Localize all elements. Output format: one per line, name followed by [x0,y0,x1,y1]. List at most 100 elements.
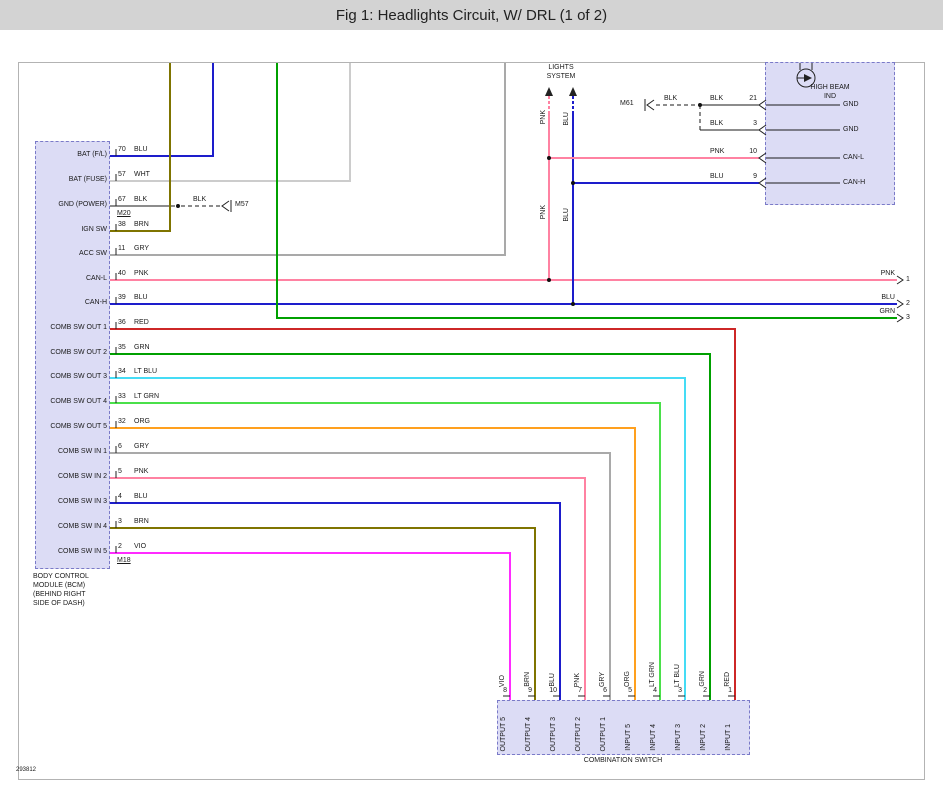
wire-comb-sw-in3-blu [110,502,561,700]
bcm-pin-name: BAT (F/L) [77,151,107,158]
right-edge-connector-icon [896,275,904,285]
bcm-pin-name: COMB SW IN 5 [57,548,107,555]
wire-bat-fuse-wht [110,63,351,182]
comb-switch-pin-name: OUTPUT 1 [600,716,607,752]
comb-switch-wire-color-label: RED [724,672,731,687]
high-beam-wire-color-label: BLK [710,95,724,102]
comb-switch-wire-color-label: ORG [624,671,631,687]
junction-dot [547,156,551,160]
bcm-wire-color-label: GRN [134,344,150,351]
high-beam-pin-connector-icon [758,124,767,136]
bcm-pin-number: 4 [118,493,122,500]
comb-switch-wire-color-label: BLU [549,673,556,687]
bcm-pin-number: 11 [118,245,126,252]
high-beam-wire-color-label: BLK [710,120,724,127]
comb-switch-pin-number: 2 [703,687,707,694]
wire-comb-sw-out2-grn [110,353,711,700]
bcm-pin-name: IGN SW [81,226,107,233]
high-beam-wire-color-label: PNK [710,148,725,155]
bcm-wire-color-label: BRN [134,518,149,525]
bcm-pin-name: COMB SW IN 1 [57,448,107,455]
diagram-canvas-border [18,62,925,780]
bcm-pin-number: 36 [118,319,126,326]
lights-pnk-wire-label: PNK [540,205,547,220]
bcm-pin-number: 57 [118,171,126,178]
bcm-pin-number: 39 [118,294,126,301]
bcm-module-box [35,141,110,569]
bcm-pin-name: COMB SW IN 2 [57,473,107,480]
wire-bat-fl-blu [110,63,214,157]
wire-grn-right-edge [276,63,897,319]
bcm-wire-color-label: PNK [134,468,149,475]
bcm-pin-number: 2 [118,543,122,550]
comb-switch-pin-name: INPUT 2 [700,724,707,751]
bcm-pin-number: 70 [118,146,126,153]
high-beam-title: IND [823,93,837,100]
m57-connector-label: M57 [235,201,249,208]
wire-comb-sw-out3-ltblu [110,377,686,700]
lights-system-label: LIGHTS [548,64,574,71]
bcm-wire-color-label: BLK [134,196,148,203]
high-beam-pin-number: 9 [753,173,757,180]
high-beam-pin-number: 10 [749,148,757,155]
lights-blu-wire-label: BLU [563,112,570,126]
comb-switch-pin-name: INPUT 5 [625,724,632,751]
m61-connector-label: M61 [620,100,634,107]
comb-switch-pin-name: INPUT 3 [675,724,682,751]
bcm-pin-name: COMB SW IN 4 [57,523,107,530]
bcm-wire-color-label: WHT [134,171,150,178]
comb-switch-wire-color-label: VIO [499,674,506,687]
combination-switch-caption: COMBINATION SWITCH [583,757,663,764]
bcm-pin-name: BAT (FUSE) [68,176,107,183]
lights-system-label: SYSTEM [546,73,576,80]
title-bar: Fig 1: Headlights Circuit, W/ DRL (1 of … [0,0,943,30]
bcm-pin-name: CAN-L [85,275,107,282]
high-beam-ind-box [765,62,895,205]
comb-switch-wire-color-label: GRY [599,671,606,687]
junction-dot [547,278,551,282]
high-beam-pin-connector-icon [758,177,767,189]
bcm-pin-number: 6 [118,443,122,450]
high-beam-pin-connector-icon [758,99,767,111]
right-edge-wire-label: PNK [880,270,895,277]
bcm-pin-name: COMB SW OUT 4 [50,398,107,405]
bcm-pin-number: 33 [118,393,126,400]
m61-wire-color-label: BLK [664,95,678,102]
bcm-wire-color-label: LT GRN [134,393,160,400]
bcm-pin-name: GND (POWER) [58,201,107,208]
bcm-pin-number: 35 [118,344,126,351]
bcm-pin-name: CAN-H [84,299,107,306]
comb-switch-pin-name: INPUT 4 [650,724,657,751]
wire-acc-sw-gry [110,63,506,256]
comb-switch-pin-number: 5 [628,687,632,694]
bcm-pin-name: ACC SW [79,250,107,257]
high-beam-title: HIGH BEAM [810,84,850,91]
bcm-pin-number: 3 [118,518,122,525]
comb-switch-pin-number: 4 [653,687,657,694]
bcm-pin-name: COMB SW OUT 1 [50,324,107,331]
figure-code: 293812 [16,767,37,773]
right-edge-connector-icon [896,299,904,309]
bcm-caption-line: (BEHIND RIGHT [33,591,86,598]
high-beam-pin-name: CAN-H [843,179,866,186]
bcm-connector-label-m18: M18 [117,557,131,564]
high-beam-pin-name: GND [843,101,859,108]
bcm-pin-number: 34 [118,368,126,375]
bcm-caption-line: SIDE OF DASH) [33,600,85,607]
bcm-wire-color-label: VIO [134,543,147,550]
wire-comb-sw-in1-gry [110,452,611,700]
bcm-wire-color-label: BRN [134,221,149,228]
comb-switch-wire-color-label: GRN [699,671,706,687]
comb-switch-pin-name: OUTPUT 4 [525,716,532,752]
high-beam-pin-connector-icon [758,152,767,164]
high-beam-pin-name: CAN-L [843,154,865,161]
m61-connector-arrow-icon [646,99,655,111]
figure-title: Fig 1: Headlights Circuit, W/ DRL (1 of … [335,6,608,24]
lamp-arrow-icon [804,74,812,82]
bcm-caption-line: MODULE (BCM) [33,582,86,589]
comb-switch-pin-number: 1 [728,687,732,694]
junction-dot [571,181,575,185]
bcm-wire-color-label: BLU [134,294,148,301]
